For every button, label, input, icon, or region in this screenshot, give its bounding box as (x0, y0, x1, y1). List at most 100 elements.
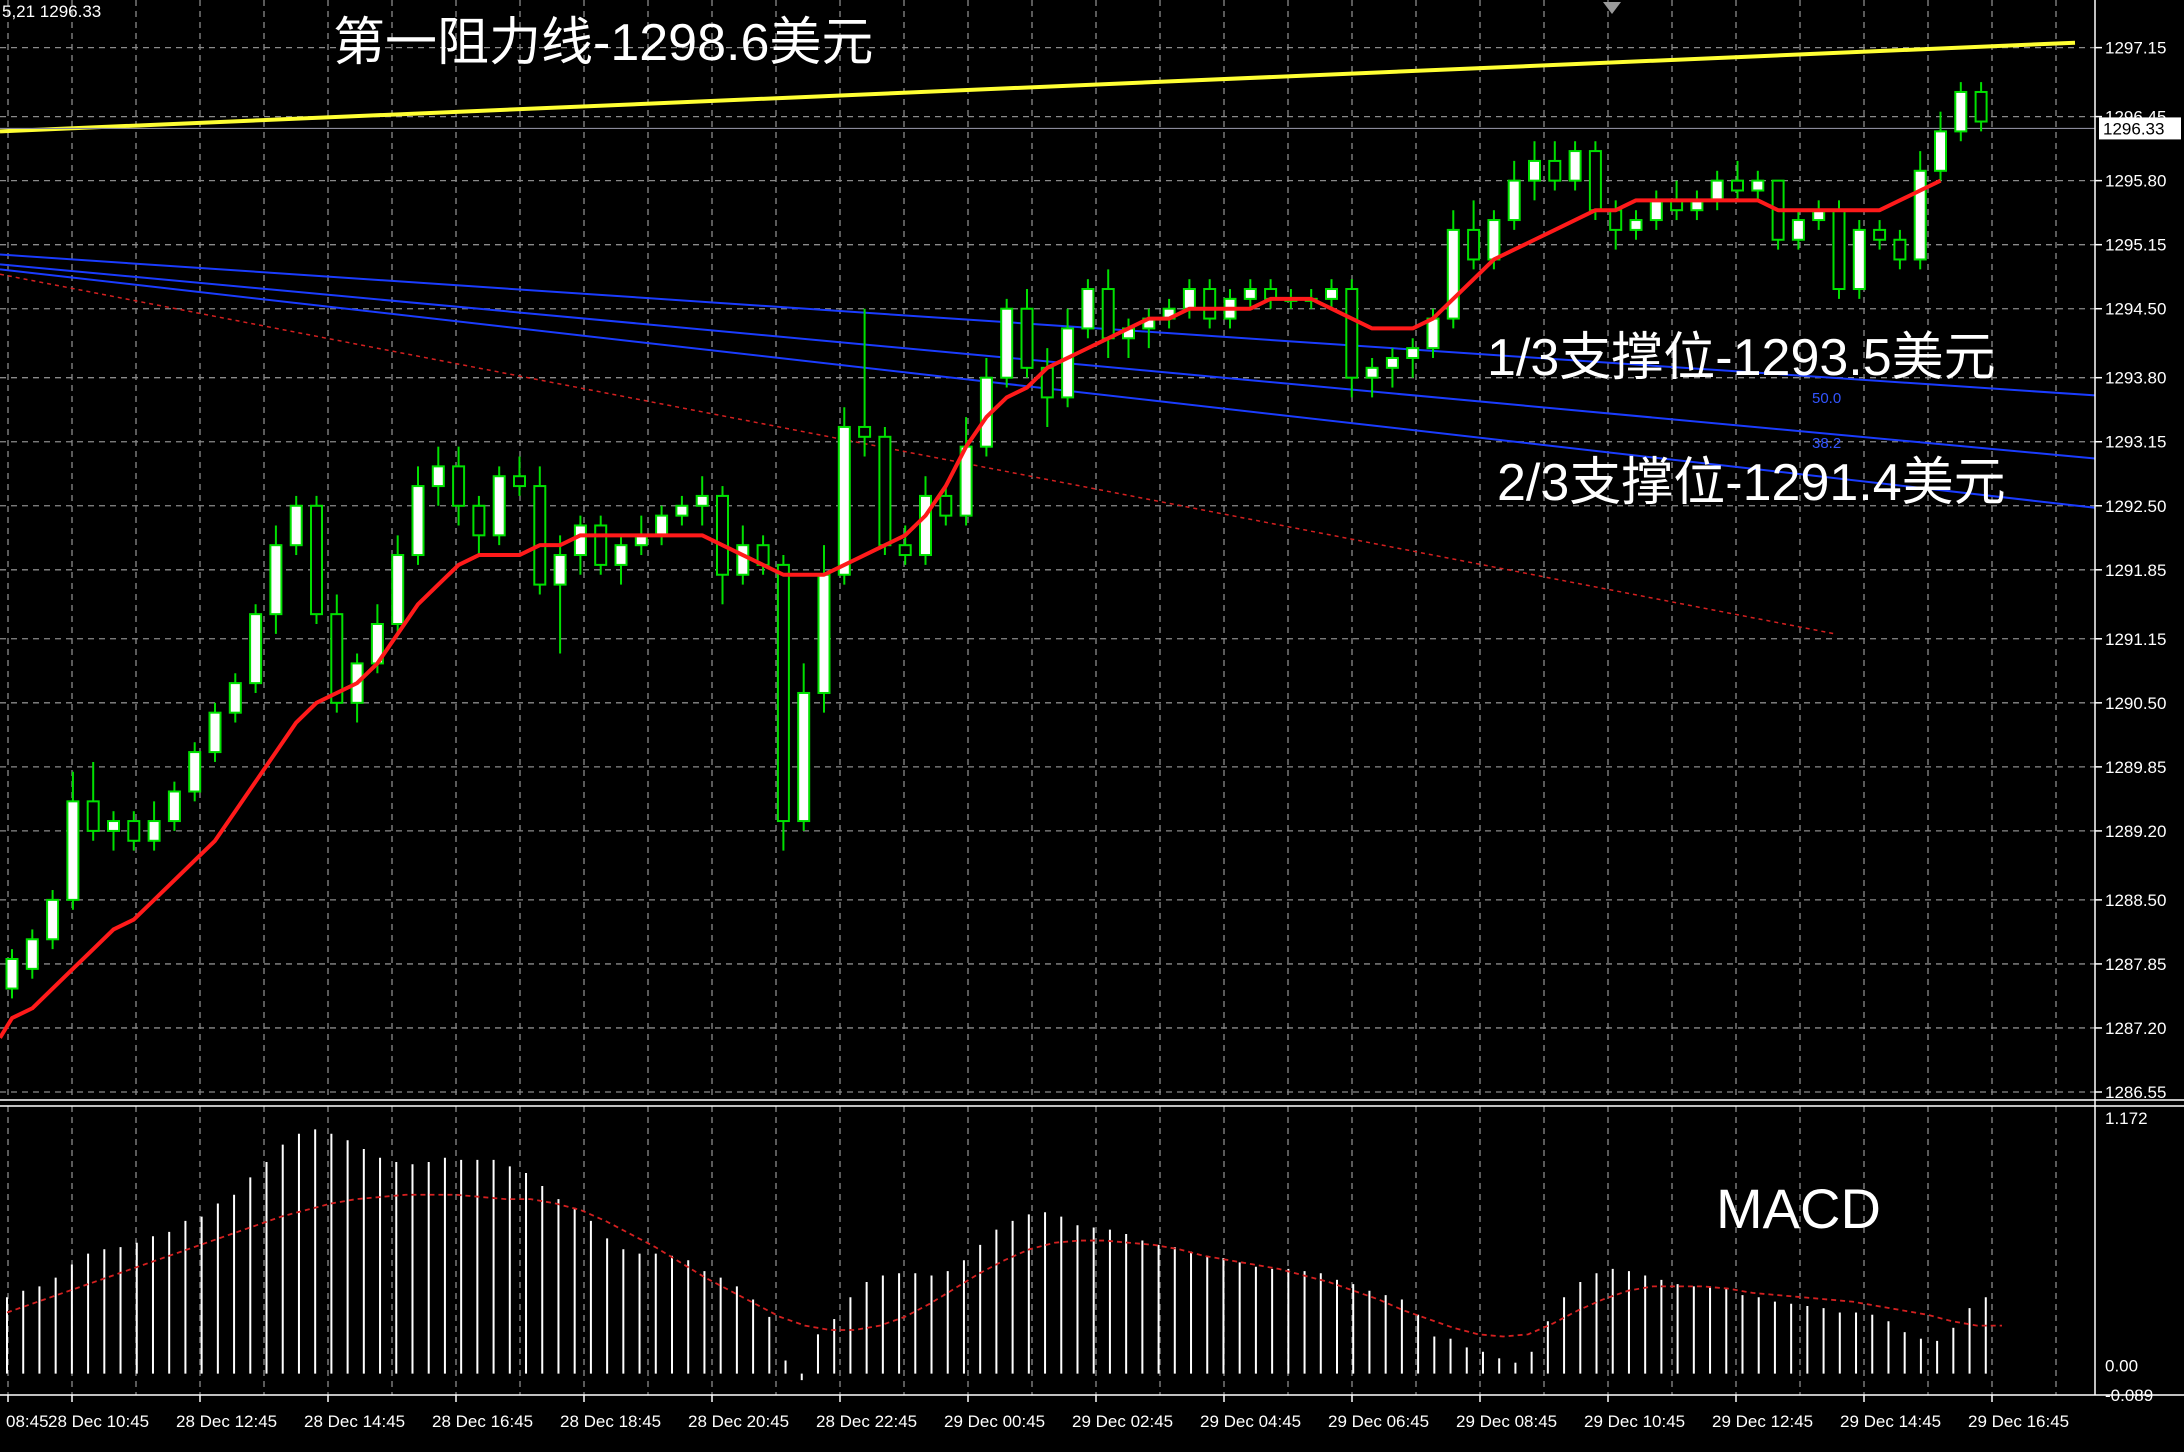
ma-red-line (0, 178, 1942, 1039)
candle (1507, 160, 1521, 230)
candle-body (1081, 288, 1095, 330)
macd-signal-line (6, 1193, 2002, 1338)
candle-body (1365, 366, 1379, 379)
candle (269, 525, 283, 634)
macd-tick-label: -0.089 (2105, 1386, 2153, 1405)
candle (1751, 170, 1765, 201)
candle-body (1710, 179, 1724, 202)
candle-body (452, 465, 466, 507)
candle-body (1182, 288, 1196, 310)
candle-body (898, 544, 912, 557)
candle (86, 761, 100, 841)
x-tick-label: 28 Dec 18:45 (560, 1412, 661, 1431)
candle (452, 446, 466, 526)
candle (858, 308, 872, 457)
candle-body (391, 554, 405, 626)
candle (878, 426, 892, 556)
candle-body (167, 790, 181, 823)
candle (310, 495, 323, 625)
candle-body (1061, 327, 1075, 399)
candle-body (492, 475, 506, 537)
candle (1629, 210, 1643, 240)
candle-body (533, 485, 547, 586)
candle (776, 555, 790, 851)
candle (614, 535, 628, 585)
candle-body (1385, 356, 1399, 369)
candle-body (431, 465, 445, 488)
x-tick-label: 29 Dec 16:45 (1968, 1412, 2069, 1431)
candle (127, 811, 141, 851)
y-tick-label: 1295.80 (2105, 172, 2166, 191)
shift-marker-icon[interactable] (1603, 2, 1621, 14)
candle-body (127, 820, 141, 842)
candle (391, 535, 405, 634)
candle-body (310, 504, 323, 616)
candle-body (1020, 307, 1034, 369)
candle (837, 407, 851, 585)
candle (1528, 141, 1541, 201)
candle-body (1609, 209, 1623, 231)
resistance-line (0, 40, 2076, 134)
candle-body (1426, 317, 1440, 350)
candle-body (208, 711, 222, 754)
fib-label-38: 38.2 (1812, 435, 1841, 452)
price-axis: 1297.151296.451295.801295.151294.501293.… (2095, 39, 2181, 1102)
x-tick-label: 28 Dec 16:45 (432, 1412, 533, 1431)
candle (1345, 279, 1359, 398)
candle (1893, 229, 1907, 270)
y-tick-label: 1290.50 (2105, 694, 2166, 713)
candle (1365, 357, 1379, 398)
x-tick-label: 29 Dec 02:45 (1072, 1412, 1173, 1431)
candle-body (1548, 159, 1562, 182)
x-tick-label: 29 Dec 06:45 (1328, 1412, 1429, 1431)
macd-tick-label: 0.00 (2105, 1357, 2138, 1376)
candle (249, 604, 263, 693)
current-price-box (2099, 117, 2181, 140)
candle-body (513, 475, 526, 488)
candle-body (1791, 219, 1805, 241)
candle-body (1345, 288, 1359, 379)
candle (1974, 82, 1988, 132)
candle (1446, 210, 1460, 329)
candle-body (66, 800, 80, 901)
y-tick-label: 1289.20 (2105, 822, 2166, 841)
candle (188, 742, 202, 802)
x-tick-label: 29 Dec 00:45 (944, 1412, 1045, 1431)
y-tick-label: 1297.15 (2105, 39, 2166, 58)
candle-body (1974, 90, 1988, 123)
candle-body (695, 494, 709, 507)
candle-body (1325, 288, 1338, 300)
annotation-support-1: 1/3支撑位-1293.5美元 (1487, 329, 1996, 387)
candle (1548, 141, 1562, 191)
current-price-label: 1296.33 (2103, 119, 2164, 138)
macd-histogram (6, 1129, 1987, 1381)
candle-body (1446, 228, 1460, 320)
y-tick-label: 1291.85 (2105, 561, 2166, 580)
candle (25, 929, 39, 979)
candle (1832, 200, 1846, 299)
candle (1771, 179, 1785, 250)
candle-body (1406, 347, 1420, 359)
candle-body (330, 613, 344, 704)
candle (1954, 82, 1968, 142)
candle-body (655, 514, 669, 537)
candle (1203, 279, 1217, 329)
candle-body (249, 613, 263, 685)
candle (533, 466, 547, 595)
candle (107, 811, 120, 851)
candle (431, 446, 445, 506)
candle (1568, 141, 1582, 191)
annotation-support-2: 2/3支撑位-1291.4美元 (1497, 454, 2006, 512)
y-tick-label: 1287.85 (2105, 955, 2166, 974)
macd-tick-label: 1.172 (2105, 1109, 2148, 1128)
candle (1731, 160, 1744, 201)
x-tick-label: 29 Dec 10:45 (1584, 1412, 1685, 1431)
candle (1325, 279, 1338, 309)
candle (939, 486, 953, 526)
candle-body (411, 485, 425, 557)
candle (675, 495, 689, 526)
candle-body (716, 494, 729, 576)
candle (1467, 200, 1481, 270)
candle (573, 515, 587, 575)
